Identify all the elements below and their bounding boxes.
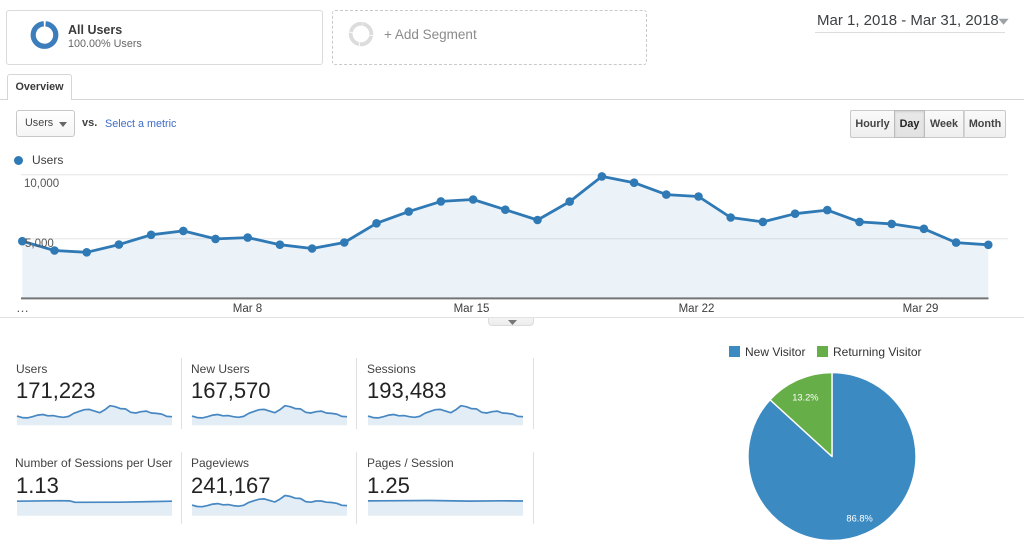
svg-text:13.2%: 13.2%	[792, 392, 818, 402]
svg-text:86.8%: 86.8%	[846, 514, 872, 524]
